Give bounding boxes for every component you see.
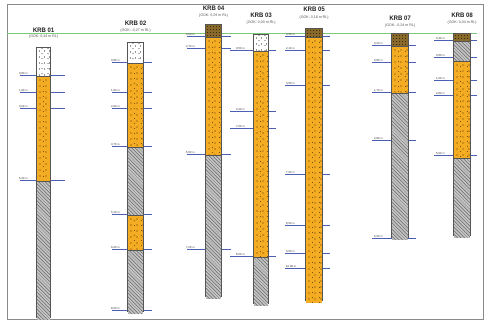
soil-layer-fill bbox=[128, 43, 143, 63]
borehole-column bbox=[36, 47, 51, 320]
soil-layer-sand bbox=[254, 51, 268, 258]
borehole-gok-elevation: (GOK: 0,16 m RL) bbox=[299, 15, 329, 19]
soil-layer-topsoil bbox=[454, 34, 470, 41]
borehole-gok-elevation: (GOK: 0,04 m RL) bbox=[447, 20, 477, 24]
soil-layer-sand bbox=[206, 37, 221, 156]
borehole-column bbox=[305, 28, 323, 303]
depth-label: 9,00 m bbox=[286, 249, 295, 253]
soil-layer-sand bbox=[306, 37, 322, 303]
soil-layer-topsoil bbox=[306, 29, 322, 37]
borehole-column bbox=[391, 33, 409, 240]
soil-layer-fill bbox=[254, 35, 268, 51]
depth-label: 5,00 m bbox=[436, 151, 445, 155]
borehole-title: KRB 02 bbox=[124, 21, 147, 27]
soil-layer-clay bbox=[128, 147, 143, 216]
depth-label: 8,00 m bbox=[236, 252, 245, 256]
depth-label: 0,80 m bbox=[111, 58, 120, 62]
borehole-column bbox=[205, 24, 222, 299]
depth-label: 0,50 m bbox=[236, 46, 245, 50]
depth-label: 10,00 m bbox=[286, 264, 297, 268]
soil-layer-sand bbox=[128, 215, 143, 251]
depth-label: 2,70 m bbox=[186, 44, 195, 48]
borehole-title: KRB 07 bbox=[389, 16, 411, 22]
soil-layer-clay bbox=[128, 250, 143, 314]
depth-label: 7,00 m bbox=[286, 170, 295, 174]
depth-label: 0,30 m bbox=[436, 36, 445, 40]
soil-layer-clay bbox=[206, 155, 221, 299]
borehole-column bbox=[127, 42, 144, 314]
depth-label: 6,00 m bbox=[111, 245, 120, 249]
depth-label: 1,00 m bbox=[436, 76, 445, 80]
depth-label: 5,10 m bbox=[111, 210, 120, 214]
soil-layer-sand bbox=[128, 63, 143, 148]
depth-label: 7,00 m bbox=[186, 245, 195, 249]
soil-layer-clay bbox=[254, 257, 268, 306]
depth-label: 0,50 m bbox=[286, 32, 295, 36]
borehole-gok-elevation: (GOK: 0,00 m RL) bbox=[246, 20, 276, 24]
ground-reference-line bbox=[7, 33, 477, 34]
soil-layer-clay bbox=[392, 93, 408, 240]
soil-layer-topsoil bbox=[206, 25, 221, 37]
soil-layer-clay bbox=[37, 181, 50, 320]
depth-label: 2,80 m bbox=[374, 136, 383, 140]
borehole-gok-elevation: (GOK: -0,24 m RL) bbox=[384, 23, 416, 27]
depth-label: 1,50 m bbox=[111, 88, 120, 92]
borehole-gok-elevation: (GOK: 0,44 m RL) bbox=[29, 34, 58, 38]
depth-label: 5,00 m bbox=[186, 150, 195, 154]
borehole-title: KRB 08 bbox=[451, 13, 473, 19]
depth-label: 2,20 m bbox=[236, 107, 245, 111]
soil-layer-clay bbox=[454, 158, 470, 238]
depth-label: 8,00 m bbox=[286, 221, 295, 225]
borehole-title: KRB 04 bbox=[202, 6, 225, 12]
borehole-gok-elevation: (GOK: 0,29 m RL) bbox=[199, 13, 228, 17]
depth-label: 3,70 m bbox=[111, 142, 120, 146]
borehole-title: KRB 03 bbox=[250, 13, 272, 19]
depth-label: 1,50 m bbox=[19, 88, 28, 92]
soil-layer-sand bbox=[37, 76, 50, 182]
depth-label: 2,10 m bbox=[286, 46, 295, 50]
depth-label: 1,70 m bbox=[374, 88, 383, 92]
depth-label: 8,00 m bbox=[111, 306, 120, 310]
depth-label: 3,00 m bbox=[19, 104, 28, 108]
soil-layer-sand bbox=[454, 61, 470, 159]
depth-label: 0,80 m bbox=[436, 53, 445, 57]
depth-label: 4,50 m bbox=[286, 81, 295, 85]
borehole-column bbox=[253, 34, 269, 306]
depth-label: 0,50 m bbox=[186, 32, 195, 36]
depth-label: 2,00 m bbox=[111, 104, 120, 108]
borehole-title: KRB 05 bbox=[303, 7, 325, 13]
soil-layer-topsoil bbox=[392, 34, 408, 46]
borehole-title: KRB 01 bbox=[32, 28, 55, 34]
depth-label: 5,20 m bbox=[19, 176, 28, 180]
soil-layer-fill bbox=[37, 48, 50, 76]
soil-layer-sand bbox=[392, 46, 408, 94]
depth-label: 7,00 m bbox=[236, 124, 245, 128]
soil-layer-clay bbox=[454, 41, 470, 62]
borehole-gok-elevation: (GOK: -0,27 m RL) bbox=[120, 28, 151, 32]
borehole-column bbox=[453, 33, 471, 238]
depth-label: 0,20 m bbox=[374, 41, 383, 45]
depth-label: 0,80 m bbox=[374, 58, 383, 62]
profile-sheet-frame bbox=[7, 4, 484, 320]
depth-label: 0,80 m bbox=[19, 71, 28, 75]
depth-label: 6,00 m bbox=[374, 234, 383, 238]
depth-label: 2,80 m bbox=[436, 91, 445, 95]
